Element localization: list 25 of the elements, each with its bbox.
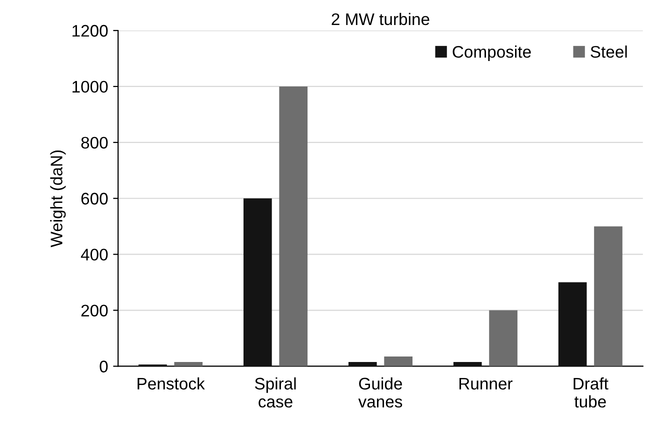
bar (279, 86, 308, 366)
bar (558, 282, 587, 366)
chart-title: 2 MW turbine (332, 12, 430, 26)
bar (384, 356, 412, 366)
y-tick-label: 1000 (72, 80, 108, 93)
x-tick-label: Guide vanes (358, 377, 402, 408)
y-tick-label: 0 (100, 360, 108, 372)
x-tick-label: Runner (459, 378, 512, 390)
y-tick-label: 600 (81, 192, 108, 205)
x-tick-label: Spiral case (254, 377, 296, 408)
y-tick-label: 200 (81, 304, 108, 316)
bar (348, 362, 377, 366)
bar (453, 362, 482, 366)
legend-label: Composite (452, 46, 531, 62)
bar (489, 310, 518, 366)
bar (174, 362, 203, 366)
y-tick-label: 800 (81, 136, 108, 149)
legend-label: Steel (590, 46, 627, 58)
y-tick-label: 1200 (72, 24, 108, 37)
y-tick-label: 400 (80, 248, 108, 261)
x-tick-label: Penstock (138, 377, 205, 390)
x-tick-label: Draft tube (574, 377, 608, 408)
bar (594, 226, 622, 366)
bar (244, 198, 272, 366)
y-axis-title: Weight (daN) (50, 150, 66, 248)
